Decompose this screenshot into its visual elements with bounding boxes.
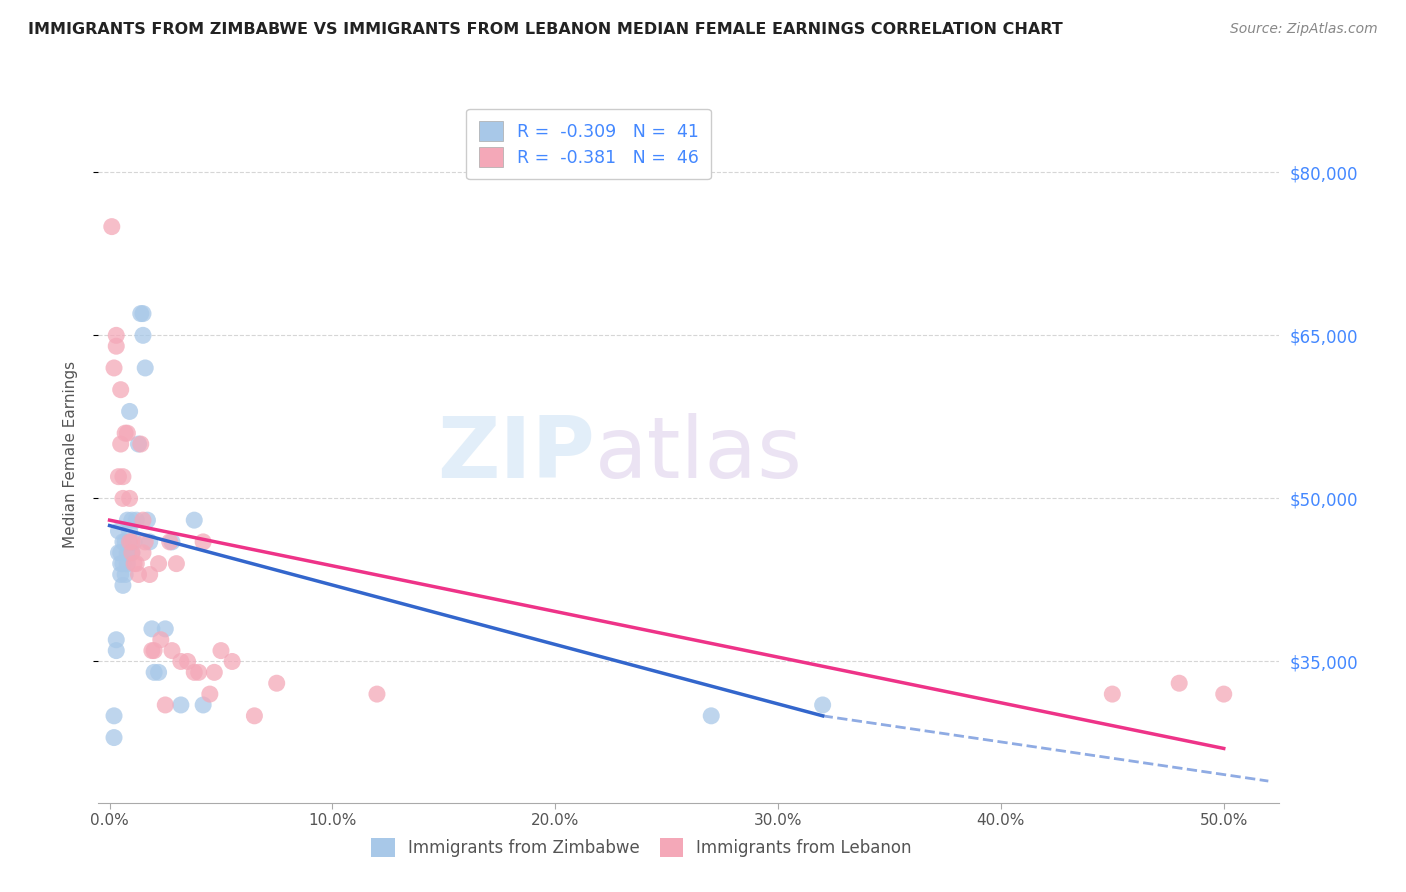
Point — [143, 665, 166, 680]
Point — [128, 437, 150, 451]
Text: ZIP: ZIP — [437, 413, 595, 497]
Point — [132, 307, 155, 321]
Point — [132, 328, 155, 343]
Point — [105, 339, 128, 353]
Point — [143, 643, 166, 657]
Point — [117, 426, 139, 441]
Point — [110, 567, 132, 582]
Point — [132, 546, 155, 560]
Point — [105, 632, 128, 647]
Point — [118, 404, 141, 418]
Point — [132, 513, 155, 527]
Point — [107, 469, 129, 483]
Point — [121, 546, 143, 560]
Legend: Immigrants from Zimbabwe, Immigrants from Lebanon: Immigrants from Zimbabwe, Immigrants fro… — [364, 831, 918, 864]
Point — [141, 643, 163, 657]
Point — [366, 687, 388, 701]
Point — [121, 546, 143, 560]
Point — [266, 676, 288, 690]
Text: IMMIGRANTS FROM ZIMBABWE VS IMMIGRANTS FROM LEBANON MEDIAN FEMALE EARNINGS CORRE: IMMIGRANTS FROM ZIMBABWE VS IMMIGRANTS F… — [28, 22, 1063, 37]
Point — [110, 383, 132, 397]
Point — [110, 557, 132, 571]
Point — [103, 731, 125, 745]
Point — [125, 513, 148, 527]
Point — [183, 513, 205, 527]
Point — [134, 534, 156, 549]
Point — [700, 708, 723, 723]
Point — [1101, 687, 1123, 701]
Point — [129, 307, 152, 321]
Point — [107, 546, 129, 560]
Point — [183, 665, 205, 680]
Point — [160, 534, 183, 549]
Point — [209, 643, 232, 657]
Point — [149, 632, 172, 647]
Point — [110, 437, 132, 451]
Text: atlas: atlas — [595, 413, 803, 497]
Point — [191, 534, 214, 549]
Point — [202, 665, 225, 680]
Point — [118, 534, 141, 549]
Point — [198, 687, 221, 701]
Point — [111, 491, 134, 506]
Point — [128, 567, 150, 582]
Point — [111, 534, 134, 549]
Point — [117, 546, 139, 560]
Point — [243, 708, 266, 723]
Point — [138, 534, 160, 549]
Point — [114, 426, 136, 441]
Point — [105, 643, 128, 657]
Point — [110, 546, 132, 560]
Point — [103, 708, 125, 723]
Point — [121, 513, 143, 527]
Point — [111, 469, 134, 483]
Point — [155, 622, 177, 636]
Point — [118, 534, 141, 549]
Point — [121, 534, 143, 549]
Point — [176, 655, 198, 669]
Point — [114, 567, 136, 582]
Point — [111, 557, 134, 571]
Point — [105, 328, 128, 343]
Point — [122, 557, 145, 571]
Point — [191, 698, 214, 712]
Point — [101, 219, 124, 234]
Point — [160, 643, 183, 657]
Point — [138, 567, 160, 582]
Point — [129, 437, 152, 451]
Point — [136, 513, 159, 527]
Point — [170, 655, 193, 669]
Point — [122, 534, 145, 549]
Point — [155, 698, 177, 712]
Point — [117, 557, 139, 571]
Point — [170, 698, 193, 712]
Point — [107, 524, 129, 538]
Y-axis label: Median Female Earnings: Median Female Earnings — [63, 361, 77, 549]
Point — [811, 698, 834, 712]
Point — [159, 534, 181, 549]
Point — [148, 557, 170, 571]
Point — [221, 655, 243, 669]
Point — [118, 524, 141, 538]
Point — [114, 534, 136, 549]
Point — [1212, 687, 1234, 701]
Point — [187, 665, 209, 680]
Point — [134, 360, 156, 375]
Point — [165, 557, 187, 571]
Point — [111, 578, 134, 592]
Point — [117, 513, 139, 527]
Point — [148, 665, 170, 680]
Text: Source: ZipAtlas.com: Source: ZipAtlas.com — [1230, 22, 1378, 37]
Point — [118, 491, 141, 506]
Point — [125, 557, 148, 571]
Point — [103, 360, 125, 375]
Point — [141, 622, 163, 636]
Point — [1168, 676, 1191, 690]
